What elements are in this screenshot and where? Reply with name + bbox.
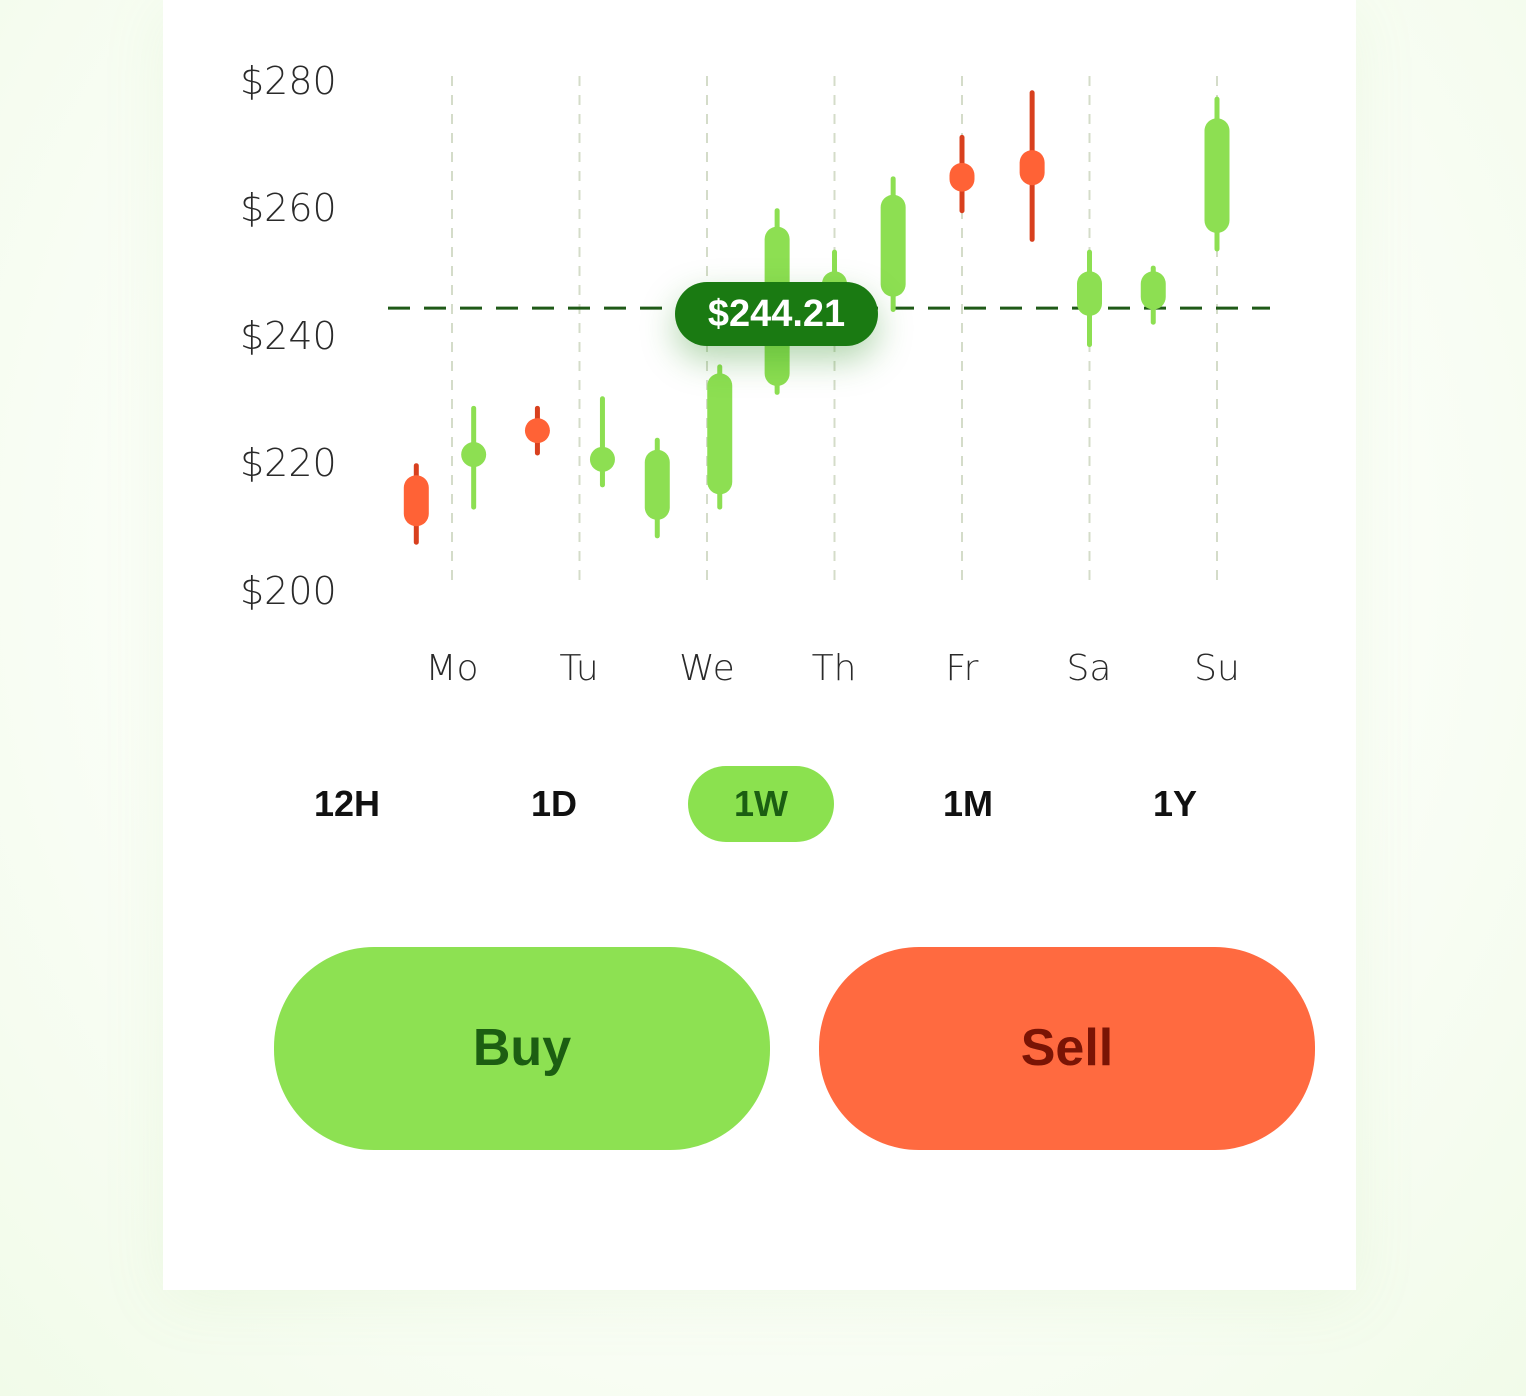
candle-body [949, 162, 975, 192]
current-price-badge: $244.21 [675, 282, 878, 346]
candle [644, 437, 670, 539]
candle [880, 176, 906, 312]
range-12h-button[interactable]: 12H [313, 783, 381, 824]
candle-body [524, 418, 550, 444]
range-1d-button[interactable]: 1D [530, 783, 578, 824]
candle-body [589, 446, 615, 472]
y-tick-label: $240 [240, 314, 337, 358]
x-tick-label: Sa [1067, 648, 1112, 689]
x-tick-label: Tu [559, 648, 598, 689]
candle [1019, 90, 1045, 242]
x-tick-label: Fr [946, 648, 979, 689]
range-1y-button[interactable]: 1Y [1152, 783, 1198, 824]
x-tick-label: We [679, 648, 735, 689]
candle-body [880, 194, 906, 297]
candle-body [461, 442, 487, 468]
buy-button[interactable]: Buy [274, 947, 770, 1150]
candle [589, 396, 615, 488]
candle-body [644, 449, 670, 520]
x-axis: Mo Tu We Th Fr Sa Su [425, 648, 1239, 689]
candle [461, 405, 487, 510]
y-tick-label: $200 [240, 569, 337, 613]
range-1w-button[interactable]: 1W [688, 766, 834, 842]
candle-body [707, 373, 733, 495]
candle [1077, 249, 1102, 348]
candle-body [403, 475, 429, 527]
y-tick-label: $220 [240, 441, 337, 485]
candle-body [1077, 271, 1102, 316]
x-tick-label: Mo [425, 648, 478, 689]
candle-body [1204, 118, 1230, 233]
candle-body [1019, 150, 1045, 186]
candle [949, 134, 975, 214]
candle [1204, 96, 1230, 252]
y-tick-label: $260 [240, 186, 337, 230]
x-tick-label: Th [812, 648, 857, 689]
candlestick-chart: $280 $260 $240 $220 $200 Mo Tu We Th Fr … [240, 59, 1270, 689]
range-1m-button[interactable]: 1M [942, 783, 993, 824]
candle [403, 463, 429, 545]
sell-button[interactable]: Sell [819, 947, 1315, 1150]
y-tick-label: $280 [240, 59, 337, 103]
x-tick-label: Su [1194, 648, 1240, 689]
candle [1140, 265, 1166, 325]
candle-body [1140, 271, 1166, 310]
candle [707, 364, 733, 510]
candle [524, 405, 550, 456]
y-axis: $280 $260 $240 $220 $200 [240, 59, 337, 613]
